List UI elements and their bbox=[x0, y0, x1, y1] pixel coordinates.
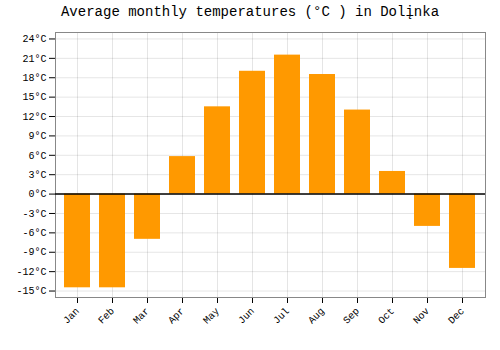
svg-text:15°C: 15°C bbox=[22, 92, 46, 103]
svg-text:-9°C: -9°C bbox=[22, 247, 46, 258]
svg-text:Nov: Nov bbox=[411, 306, 432, 327]
html-text:Average monthly temperatures (: Average monthly temperatures (°C ) in Do… bbox=[61, 4, 439, 20]
svg-text:Apr: Apr bbox=[166, 306, 187, 327]
svg-text:21°C: 21°C bbox=[22, 54, 46, 65]
svg-text:-6°C: -6°C bbox=[22, 228, 46, 239]
svg-text:Jun: Jun bbox=[236, 306, 257, 327]
svg-text:-3°C: -3°C bbox=[22, 209, 46, 220]
svg-text:Dec: Dec bbox=[446, 306, 467, 327]
svg-text:Jan: Jan bbox=[61, 306, 82, 327]
svg-text:Sep: Sep bbox=[341, 306, 362, 327]
svg-text:9°C: 9°C bbox=[28, 131, 46, 142]
svg-text:3°C: 3°C bbox=[28, 170, 46, 181]
svg-text:12°C: 12°C bbox=[22, 112, 46, 123]
svg-text:Oct: Oct bbox=[376, 306, 397, 327]
svg-text:18°C: 18°C bbox=[22, 73, 46, 84]
svg-text:Mar: Mar bbox=[131, 306, 152, 327]
svg-text:0°C: 0°C bbox=[28, 189, 46, 200]
svg-text:Jul: Jul bbox=[271, 306, 292, 327]
svg-text:-15°C: -15°C bbox=[16, 286, 46, 297]
svg-text:6°C: 6°C bbox=[28, 151, 46, 162]
svg-text:24°C: 24°C bbox=[22, 34, 46, 45]
svg-text:-12°C: -12°C bbox=[16, 267, 46, 278]
svg-text:May: May bbox=[201, 306, 222, 327]
svg-text:Feb: Feb bbox=[96, 306, 117, 327]
svg-text:Aug: Aug bbox=[306, 306, 327, 327]
